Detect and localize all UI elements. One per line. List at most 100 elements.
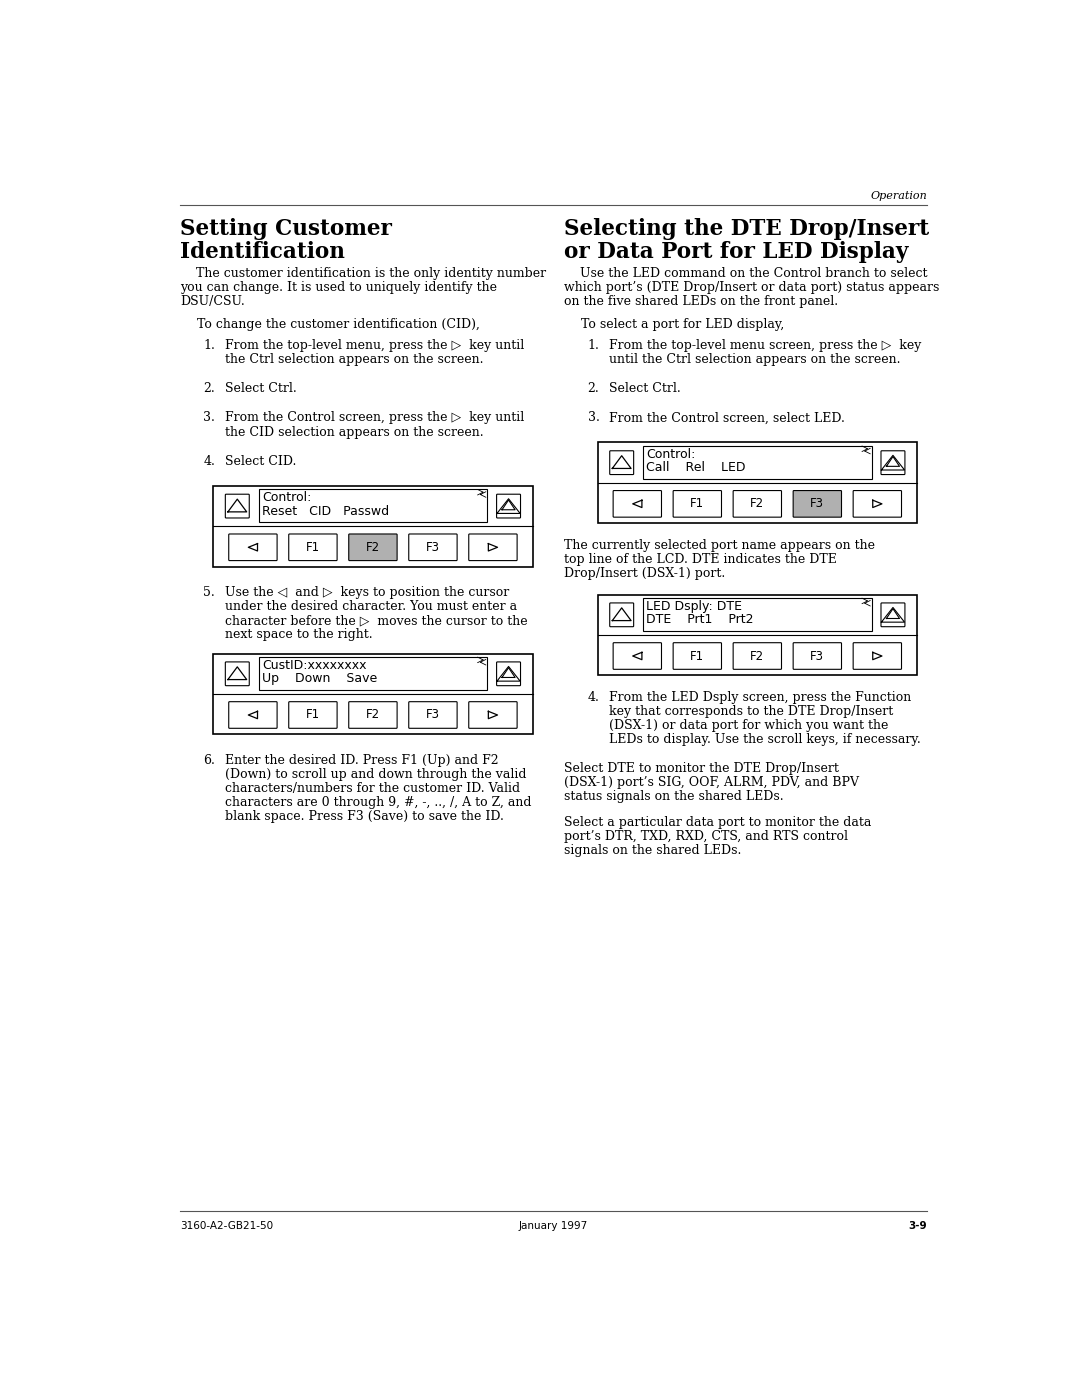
Text: F3: F3 xyxy=(810,650,824,662)
Text: characters/numbers for the customer ID. Valid: characters/numbers for the customer ID. … xyxy=(225,782,521,795)
Text: Up    Down    Save: Up Down Save xyxy=(261,672,377,686)
Text: 3.: 3. xyxy=(203,412,215,425)
FancyBboxPatch shape xyxy=(214,486,532,567)
FancyBboxPatch shape xyxy=(408,701,457,728)
Text: characters are 0 through 9, #, -, .., /, A to Z, and: characters are 0 through 9, #, -, .., /,… xyxy=(225,796,531,809)
FancyBboxPatch shape xyxy=(673,490,721,517)
Text: From the Control screen, select LED.: From the Control screen, select LED. xyxy=(609,412,846,425)
FancyBboxPatch shape xyxy=(349,534,397,560)
Text: Select a particular data port to monitor the data: Select a particular data port to monitor… xyxy=(565,816,872,828)
Text: top line of the LCD. DTE indicates the DTE: top line of the LCD. DTE indicates the D… xyxy=(565,553,837,566)
Text: Select CID.: Select CID. xyxy=(225,455,296,468)
Text: F1: F1 xyxy=(306,541,320,553)
FancyBboxPatch shape xyxy=(469,534,517,560)
Text: Call    Rel    LED: Call Rel LED xyxy=(646,461,745,474)
Text: F3: F3 xyxy=(426,708,440,721)
FancyBboxPatch shape xyxy=(853,643,902,669)
FancyBboxPatch shape xyxy=(408,534,457,560)
Text: F3: F3 xyxy=(426,541,440,553)
Text: 2.: 2. xyxy=(203,383,215,395)
Text: Operation: Operation xyxy=(870,191,927,201)
Text: 4.: 4. xyxy=(203,455,215,468)
Text: CustID:xxxxxxxx: CustID:xxxxxxxx xyxy=(261,659,366,672)
Text: F1: F1 xyxy=(306,708,320,721)
Text: blank space. Press F3 (Save) to save the ID.: blank space. Press F3 (Save) to save the… xyxy=(225,810,503,823)
Text: Control:: Control: xyxy=(646,448,696,461)
Text: 1.: 1. xyxy=(588,338,599,352)
FancyBboxPatch shape xyxy=(643,446,872,479)
Text: To change the customer identification (CID),: To change the customer identification (C… xyxy=(197,319,480,331)
Text: F1: F1 xyxy=(690,497,704,510)
Text: 1.: 1. xyxy=(203,338,215,352)
Text: From the Control screen, press the ▷  key until: From the Control screen, press the ▷ key… xyxy=(225,412,524,425)
FancyBboxPatch shape xyxy=(793,643,841,669)
Text: Drop/Insert (DSX-1) port.: Drop/Insert (DSX-1) port. xyxy=(565,567,726,580)
FancyBboxPatch shape xyxy=(853,490,902,517)
FancyBboxPatch shape xyxy=(226,662,249,686)
Text: Identification: Identification xyxy=(180,242,345,263)
FancyBboxPatch shape xyxy=(349,701,397,728)
Text: F2: F2 xyxy=(366,708,380,721)
FancyBboxPatch shape xyxy=(288,534,337,560)
Text: 5.: 5. xyxy=(203,585,215,599)
Text: Selecting the DTE Drop/Insert: Selecting the DTE Drop/Insert xyxy=(565,218,930,240)
FancyBboxPatch shape xyxy=(793,490,841,517)
FancyBboxPatch shape xyxy=(259,489,487,522)
FancyBboxPatch shape xyxy=(229,701,278,728)
Text: To select a port for LED display,: To select a port for LED display, xyxy=(581,319,785,331)
Text: port’s DTR, TXD, RXD, CTS, and RTS control: port’s DTR, TXD, RXD, CTS, and RTS contr… xyxy=(565,830,849,842)
Text: Select Ctrl.: Select Ctrl. xyxy=(225,383,297,395)
FancyBboxPatch shape xyxy=(497,662,521,686)
Text: you can change. It is used to uniquely identify the: you can change. It is used to uniquely i… xyxy=(180,281,497,293)
Text: the Ctrl selection appears on the screen.: the Ctrl selection appears on the screen… xyxy=(225,352,484,366)
Text: under the desired character. You must enter a: under the desired character. You must en… xyxy=(225,599,517,613)
FancyBboxPatch shape xyxy=(497,495,521,518)
FancyBboxPatch shape xyxy=(597,595,917,676)
Text: F2: F2 xyxy=(366,541,380,553)
Text: DSU/CSU.: DSU/CSU. xyxy=(180,295,245,307)
Text: the CID selection appears on the screen.: the CID selection appears on the screen. xyxy=(225,426,484,439)
Text: key that corresponds to the DTE Drop/Insert: key that corresponds to the DTE Drop/Ins… xyxy=(609,705,893,718)
FancyBboxPatch shape xyxy=(733,643,782,669)
FancyBboxPatch shape xyxy=(733,490,782,517)
FancyBboxPatch shape xyxy=(673,643,721,669)
Text: Select Ctrl.: Select Ctrl. xyxy=(609,383,681,395)
Text: (DSX-1) port’s SIG, OOF, ALRM, PDV, and BPV: (DSX-1) port’s SIG, OOF, ALRM, PDV, and … xyxy=(565,777,860,789)
FancyBboxPatch shape xyxy=(288,701,337,728)
Text: which port’s (DTE Drop/Insert or data port) status appears: which port’s (DTE Drop/Insert or data po… xyxy=(565,281,940,293)
FancyBboxPatch shape xyxy=(881,451,905,475)
Text: status signals on the shared LEDs.: status signals on the shared LEDs. xyxy=(565,791,784,803)
Text: or Data Port for LED Display: or Data Port for LED Display xyxy=(565,242,908,263)
Text: Reset   CID   Passwd: Reset CID Passwd xyxy=(261,504,389,518)
Text: The customer identification is the only identity number: The customer identification is the only … xyxy=(180,267,546,279)
Text: next space to the right.: next space to the right. xyxy=(225,629,373,641)
Text: 4.: 4. xyxy=(588,692,599,704)
Text: (Down) to scroll up and down through the valid: (Down) to scroll up and down through the… xyxy=(225,768,526,781)
Text: LEDs to display. Use the scroll keys, if necessary.: LEDs to display. Use the scroll keys, if… xyxy=(609,733,921,746)
Text: F1: F1 xyxy=(690,650,704,662)
Text: 3.: 3. xyxy=(588,412,599,425)
FancyBboxPatch shape xyxy=(610,451,634,475)
Text: Enter the desired ID. Press F1 (Up) and F2: Enter the desired ID. Press F1 (Up) and … xyxy=(225,754,499,767)
Text: LED Dsply: DTE: LED Dsply: DTE xyxy=(646,601,742,613)
Text: Setting Customer: Setting Customer xyxy=(180,218,392,240)
FancyBboxPatch shape xyxy=(643,598,872,631)
Text: F2: F2 xyxy=(751,650,765,662)
Text: Control:: Control: xyxy=(261,492,311,504)
Text: (DSX-1) or data port for which you want the: (DSX-1) or data port for which you want … xyxy=(609,719,889,732)
Text: From the top-level menu screen, press the ▷  key: From the top-level menu screen, press th… xyxy=(609,338,921,352)
FancyBboxPatch shape xyxy=(214,654,532,735)
Text: Select DTE to monitor the DTE Drop/Insert: Select DTE to monitor the DTE Drop/Inser… xyxy=(565,763,839,775)
FancyBboxPatch shape xyxy=(613,643,661,669)
Text: From the LED Dsply screen, press the Function: From the LED Dsply screen, press the Fun… xyxy=(609,692,912,704)
FancyBboxPatch shape xyxy=(226,495,249,518)
Text: The currently selected port name appears on the: The currently selected port name appears… xyxy=(565,539,876,552)
FancyBboxPatch shape xyxy=(613,490,661,517)
Text: F2: F2 xyxy=(751,497,765,510)
FancyBboxPatch shape xyxy=(610,604,634,627)
Text: DTE    Prt1    Prt2: DTE Prt1 Prt2 xyxy=(646,613,754,626)
Text: 3160-A2-GB21-50: 3160-A2-GB21-50 xyxy=(180,1221,273,1231)
Text: Use the ◁  and ▷  keys to position the cursor: Use the ◁ and ▷ keys to position the cur… xyxy=(225,585,509,599)
FancyBboxPatch shape xyxy=(229,534,278,560)
Text: Use the LED command on the Control branch to select: Use the LED command on the Control branc… xyxy=(565,267,928,279)
